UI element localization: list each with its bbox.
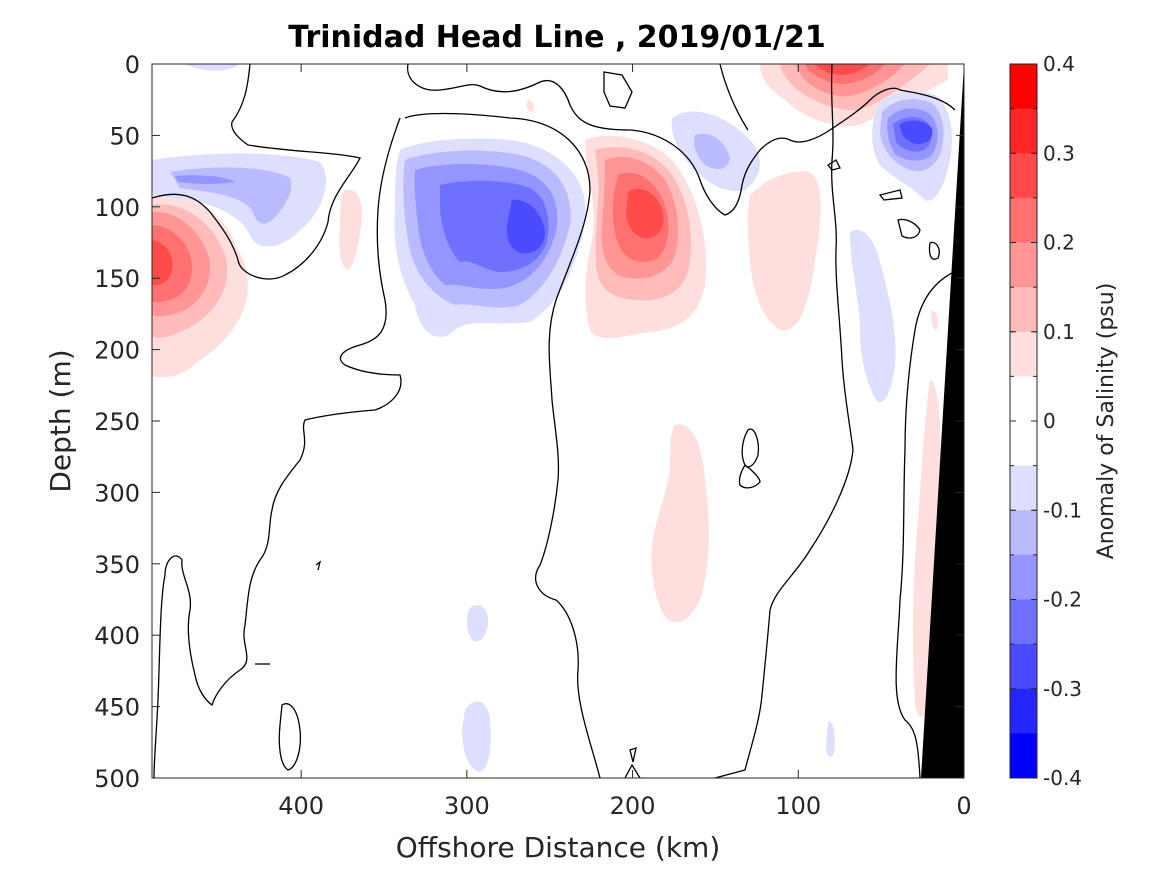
positive-anomaly-secondary bbox=[339, 100, 941, 717]
negative-anomaly-nearshore-surface bbox=[872, 91, 952, 201]
x-tick-label: 100 bbox=[775, 792, 821, 820]
y-tick-label: 100 bbox=[94, 194, 140, 222]
colorbar-swatch bbox=[1010, 242, 1037, 288]
colorbar-tick-label: -0.3 bbox=[1043, 677, 1082, 701]
x-tick-label: 200 bbox=[610, 792, 656, 820]
y-tick-label: 50 bbox=[109, 122, 140, 150]
colorbar-tick-label: -0.1 bbox=[1043, 498, 1082, 522]
positive-anomaly-surface bbox=[760, 64, 948, 126]
colorbar-swatch bbox=[1010, 376, 1037, 422]
colorbar-swatch bbox=[1010, 197, 1037, 243]
negative-anomaly-secondary bbox=[185, 64, 896, 772]
y-tick-label: 250 bbox=[94, 408, 140, 436]
x-axis-ticks: 400 300 200 100 0 bbox=[278, 64, 972, 820]
y-tick-label: 200 bbox=[94, 337, 140, 365]
y-tick-label: 150 bbox=[94, 265, 140, 293]
y-axis-label: Depth (m) bbox=[44, 349, 77, 492]
y-axis-ticks: 0 50 100 150 200 250 300 350 400 450 500 bbox=[94, 51, 964, 793]
zero-contour-lines bbox=[152, 64, 959, 778]
x-axis-label: Offshore Distance (km) bbox=[396, 831, 721, 864]
colorbar-swatch bbox=[1010, 421, 1037, 467]
y-tick-label: 350 bbox=[94, 551, 140, 579]
colorbar-tick-label: -0.4 bbox=[1043, 766, 1082, 790]
colorbar-label: Anomaly of Salinity (psu) bbox=[1094, 283, 1119, 560]
colorbar-ticks: 0.4 0.3 0.2 0.1 0 -0.1 -0.2 -0.3 -0.4 bbox=[1010, 52, 1082, 790]
colorbar-swatch bbox=[1010, 688, 1037, 734]
y-tick-label: 0 bbox=[125, 51, 140, 79]
negative-anomaly-offshore-upper bbox=[152, 153, 327, 247]
colorbar-tick-label: 0.2 bbox=[1043, 231, 1075, 255]
colorbar-swatch bbox=[1010, 153, 1037, 199]
colorbar-tick-label: 0.1 bbox=[1043, 320, 1075, 344]
x-tick-label: 0 bbox=[956, 792, 971, 820]
colorbar-swatch bbox=[1010, 287, 1037, 333]
colorbar-swatch bbox=[1010, 733, 1037, 779]
colorbar-swatch bbox=[1010, 510, 1037, 556]
colorbar-tick-label: 0.3 bbox=[1043, 141, 1075, 165]
colorbar-swatch bbox=[1010, 465, 1037, 511]
negative-anomaly-center bbox=[394, 138, 586, 337]
y-tick-label: 450 bbox=[94, 694, 140, 722]
colorbar-tick-label: 0.4 bbox=[1043, 52, 1075, 76]
colorbar bbox=[1010, 64, 1037, 779]
y-tick-label: 400 bbox=[94, 622, 140, 650]
positive-anomaly-offshore bbox=[152, 194, 248, 378]
colorbar-swatch bbox=[1010, 108, 1037, 154]
y-tick-label: 300 bbox=[94, 479, 140, 507]
x-tick-label: 300 bbox=[444, 792, 490, 820]
chart-title: Trinidad Head Line , 2019/01/21 bbox=[288, 20, 825, 55]
x-tick-label: 400 bbox=[278, 792, 324, 820]
colorbar-tick-label: 0 bbox=[1043, 409, 1056, 433]
bathymetry-fill bbox=[921, 64, 964, 778]
positive-anomaly-center bbox=[585, 135, 707, 339]
plot-area bbox=[152, 64, 964, 778]
colorbar-swatch bbox=[1010, 331, 1037, 377]
colorbar-swatch bbox=[1010, 64, 1037, 110]
y-tick-label: 500 bbox=[94, 765, 140, 793]
colorbar-swatch bbox=[1010, 644, 1037, 690]
colorbar-swatch bbox=[1010, 554, 1037, 600]
colorbar-swatch bbox=[1010, 599, 1037, 645]
colorbar-tick-label: -0.2 bbox=[1043, 588, 1082, 612]
